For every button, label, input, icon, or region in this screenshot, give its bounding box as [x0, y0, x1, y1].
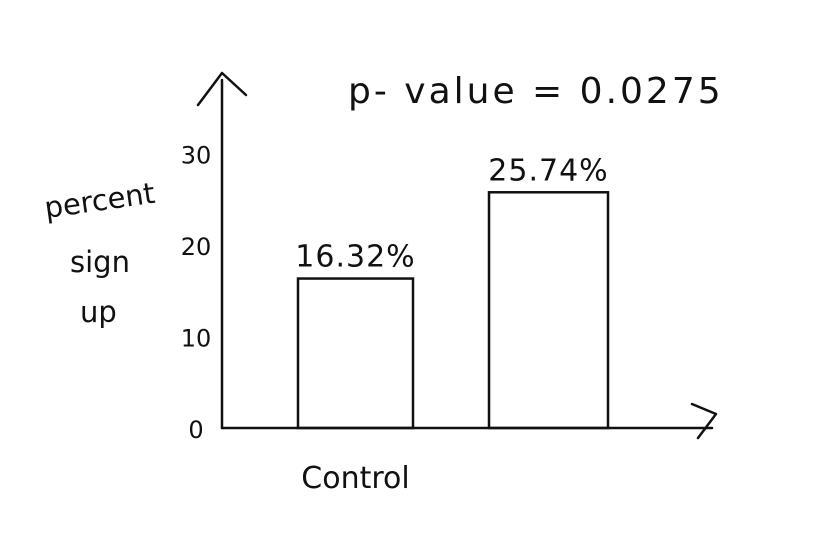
- y-axis-label-line-3: up: [80, 295, 117, 329]
- data-label: 25.74%: [488, 153, 608, 188]
- category-labels: Control: [301, 461, 409, 496]
- bar: [296, 277, 415, 430]
- y-tick-label: 20: [181, 233, 212, 261]
- y-axis-label-line-1: percent: [42, 176, 157, 225]
- data-labels: 16.32% 25.74%: [295, 153, 608, 275]
- data-label: 16.32%: [295, 240, 415, 275]
- category-label: Control: [301, 461, 409, 496]
- p-value-annotation: p- value = 0.0275: [348, 71, 724, 112]
- y-axis-label-line-2: sign: [70, 245, 130, 279]
- bars: [296, 191, 610, 430]
- y-tick-label: 0: [188, 416, 203, 444]
- x-axis-arrowhead: [690, 402, 718, 440]
- y-tick-label: 30: [181, 141, 212, 169]
- bar: [487, 191, 610, 430]
- axes: [196, 71, 718, 440]
- y-tick-label: 10: [181, 324, 212, 352]
- y-tick-labels: 0 10 20 30: [181, 141, 212, 444]
- y-axis-arrowhead: [196, 71, 248, 107]
